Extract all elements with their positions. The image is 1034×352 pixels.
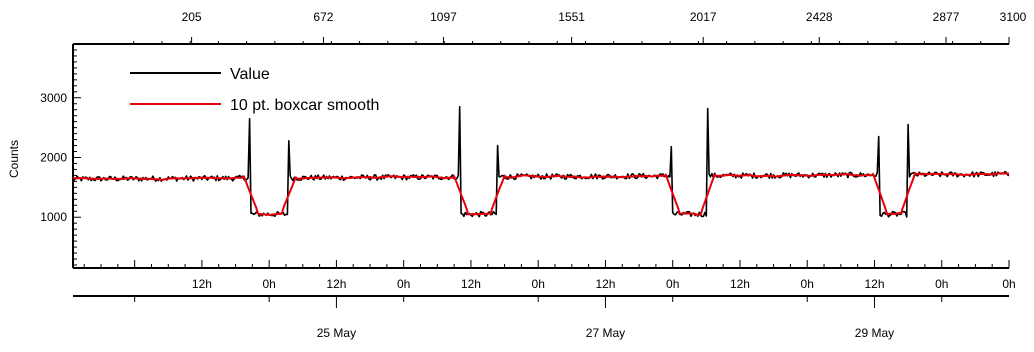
y-axis: 1000 2000 3000 [40,44,81,268]
series-value-line [72,105,1010,218]
top-tick-label: 2017 [690,10,717,24]
legend: Value 10 pt. boxcar smooth [130,66,379,114]
top-tick-label: 1097 [430,10,457,24]
plot-area [72,105,1010,218]
date-tick-label: 25 May [317,326,356,340]
series-smooth-line [72,172,1010,216]
y-tick-label: 3000 [40,91,67,105]
time-axis: 12h 0h 12h 0h 12h 0h 12h 0h 12h 0h 12h 0h 0h [73,260,1016,291]
time-tick-label: 12h [461,277,481,291]
time-tick-label: 0h [397,277,410,291]
top-tick-label: 3100 [1000,10,1027,24]
time-tick-label: 12h [192,277,212,291]
top-tick-label: 2428 [806,10,833,24]
time-tick-label: 0h [935,277,948,291]
top-tick-label: 2877 [933,10,960,24]
time-tick-label: 0h [262,277,275,291]
top-tick-label: 1551 [558,10,585,24]
top-tick-label: 672 [313,10,333,24]
date-tick-label: 29 May [855,326,894,340]
y-tick-label: 2000 [40,150,67,164]
time-tick-label: 0h [666,277,679,291]
time-tick-label: 12h [326,277,346,291]
date-axis: 25 May 27 May 29 May [73,295,1009,340]
time-tick-label: 0h [532,277,545,291]
top-axis: 205 672 1097 1551 2017 2428 2877 3100 [73,10,1027,45]
time-tick-label: 0h [801,277,814,291]
time-tick-label: 12h [595,277,615,291]
y-tick-label: 1000 [40,210,67,224]
time-tick-label: 12h [864,277,884,291]
time-tick-label: 12h [730,277,750,291]
date-tick-label: 27 May [586,326,625,340]
y-axis-label: Counts [7,140,21,178]
top-tick-label: 205 [182,10,202,24]
legend-label-smooth: 10 pt. boxcar smooth [230,97,379,114]
legend-label-value: Value [230,66,270,83]
time-tick-label: 0h [1002,277,1015,291]
